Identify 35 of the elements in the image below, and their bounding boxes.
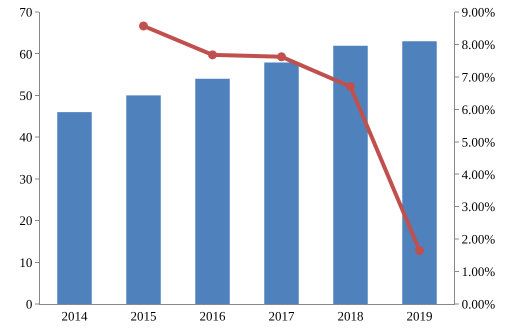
bar	[333, 46, 368, 304]
x-tick-label: 2018	[338, 308, 364, 324]
bar	[57, 112, 92, 304]
point	[415, 246, 424, 255]
y2-tick-label: 1.00%	[462, 264, 496, 280]
y-tick-label: 40	[19, 130, 32, 145]
x-tick-label: 2014	[62, 308, 88, 324]
y2-tick-label: 2.00%	[462, 232, 496, 247]
y2-tick-label: 3.00%	[462, 199, 496, 214]
point	[139, 21, 148, 30]
x-tick-label: 2017	[268, 308, 295, 324]
y2-tick-label: 7.00%	[462, 69, 496, 84]
y2-tick-label: 9.00%	[462, 4, 496, 20]
y-tick-label: 30	[19, 171, 32, 186]
bar	[264, 62, 299, 304]
y-tick-label: 0	[26, 296, 32, 312]
x-tick-label: 2019	[406, 308, 432, 324]
y-tick-label: 60	[19, 46, 32, 62]
y-tick-label: 10	[19, 254, 32, 270]
bar	[402, 41, 437, 304]
y-tick-label: 70	[19, 4, 32, 20]
y2-tick-label: 0.00%	[462, 296, 496, 312]
y2-tick-label: 4.00%	[462, 166, 496, 182]
y2-tick-label: 8.00%	[462, 36, 496, 52]
y-tick-label: 20	[19, 213, 32, 228]
bar	[195, 78, 230, 304]
y2-tick-label: 6.00%	[462, 102, 496, 117]
x-tick-label: 2015	[130, 308, 156, 324]
y-tick-label: 50	[19, 88, 32, 103]
bar	[126, 95, 161, 304]
point	[277, 52, 286, 62]
y2-tick-label: 5.00%	[462, 134, 496, 150]
point	[346, 82, 355, 92]
x-tick-label: 2016	[200, 308, 226, 324]
point	[208, 50, 217, 60]
